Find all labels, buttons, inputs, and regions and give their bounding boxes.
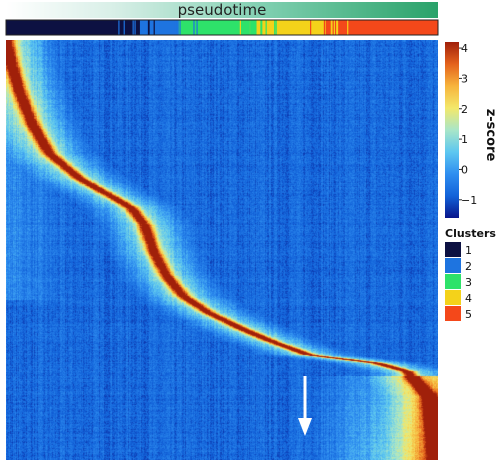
cluster-mix-stripe [146, 20, 148, 35]
cluster-legend-label-1: 1 [465, 244, 472, 257]
colorbar [445, 42, 459, 218]
cluster-mix-stripe [342, 20, 344, 35]
heatmap-matrix [6, 40, 438, 460]
cluster-mix-stripe [118, 20, 120, 35]
cluster-mix-stripe [323, 20, 326, 35]
cluster-mix-stripe [147, 20, 150, 35]
cluster-mix-stripe [331, 20, 333, 35]
cluster-mix-stripe [181, 20, 183, 35]
colorbar-tick-label: 4 [461, 42, 468, 55]
colorbar-tick-label: 0 [461, 163, 468, 176]
cluster-segment-5 [325, 20, 439, 35]
cluster-mix-stripe [304, 20, 306, 35]
cluster-mix-stripe [179, 20, 181, 35]
cluster-mix-stripe [275, 20, 277, 35]
cluster-mix-stripe [159, 20, 161, 35]
colorbar-title: z-score [483, 109, 497, 162]
cluster-legend-title: Clusters [445, 227, 496, 240]
cluster-mix-stripe [148, 20, 150, 35]
cluster-legend-label-2: 2 [465, 260, 472, 273]
cluster-legend-swatch-5 [445, 306, 461, 321]
cluster-track [6, 20, 439, 35]
cluster-mix-stripe [336, 20, 338, 35]
colorbar-tick-label: 1 [461, 133, 468, 146]
cluster-mix-stripe [196, 20, 198, 35]
colorbar-tick-label: 3 [461, 72, 468, 85]
cluster-segment-1 [6, 20, 141, 35]
colorbar-tick-label: 2 [461, 103, 468, 116]
cluster-mix-stripe [347, 20, 349, 35]
cluster-legend-swatch-1 [445, 242, 461, 257]
cluster-track-border [5, 19, 439, 36]
cluster-mix-stripe [260, 20, 262, 35]
cluster-legend-label-4: 4 [465, 292, 472, 305]
colorbar-tick-label: −1 [461, 194, 477, 207]
cluster-mix-stripe [261, 20, 263, 35]
cluster-segment-2 [139, 20, 180, 35]
cluster-mix-stripe [249, 20, 251, 35]
cluster-mix-stripe [310, 20, 312, 35]
cluster-legend-swatch-2 [445, 258, 461, 273]
cluster-mix-stripe [265, 20, 267, 35]
cluster-mix-stripe [185, 20, 188, 35]
cluster-legend-label-3: 3 [465, 276, 472, 289]
cluster-mix-stripe [239, 20, 241, 35]
cluster-legend-label-5: 5 [465, 308, 472, 321]
cluster-mix-stripe [123, 20, 125, 35]
cluster-mix-stripe [269, 20, 271, 35]
cluster-mix-stripe [130, 20, 133, 35]
cluster-mix-stripe [250, 20, 252, 35]
cluster-mix-stripe [132, 20, 134, 35]
cluster-mix-stripe [158, 20, 160, 35]
cluster-mix-stripe [336, 20, 339, 35]
cluster-mix-stripe [172, 20, 175, 35]
cluster-mix-stripe [307, 20, 309, 35]
cluster-mix-stripe [330, 20, 332, 35]
cluster-mix-stripe [262, 20, 264, 35]
cluster-mix-stripe [149, 20, 152, 35]
pseudotime-bar [6, 2, 438, 18]
annotation-arrow [298, 376, 312, 436]
cluster-legend-swatch-4 [445, 290, 461, 305]
pseudotime-label: pseudotime [178, 1, 267, 19]
cluster-mix-stripe [153, 20, 155, 35]
cluster-mix-stripe [272, 20, 274, 35]
cluster-mix-stripe [193, 20, 195, 35]
cluster-mix-stripe [333, 20, 335, 35]
colorbar-ticks: 4 3 2 1 0 −1 [459, 42, 477, 207]
cluster-mix-stripe [310, 20, 312, 35]
cluster-mix-stripe [163, 20, 165, 35]
cluster-legend-swatch-3 [445, 274, 461, 289]
cluster-mix-stripe [150, 20, 153, 35]
cluster-legend: 1 2 3 4 5 [445, 242, 472, 321]
cluster-mix-stripe [256, 20, 258, 35]
cluster-mix-stripe [188, 20, 190, 35]
cluster-mix-stripe [134, 20, 136, 35]
cluster-mix-stripe [274, 20, 276, 35]
cluster-segment-4 [256, 20, 327, 35]
cluster-mix-stripe [175, 20, 177, 35]
cluster-segment-3 [178, 20, 258, 35]
cluster-mix-stripe [252, 20, 254, 35]
cluster-mix-stripe [197, 20, 199, 35]
